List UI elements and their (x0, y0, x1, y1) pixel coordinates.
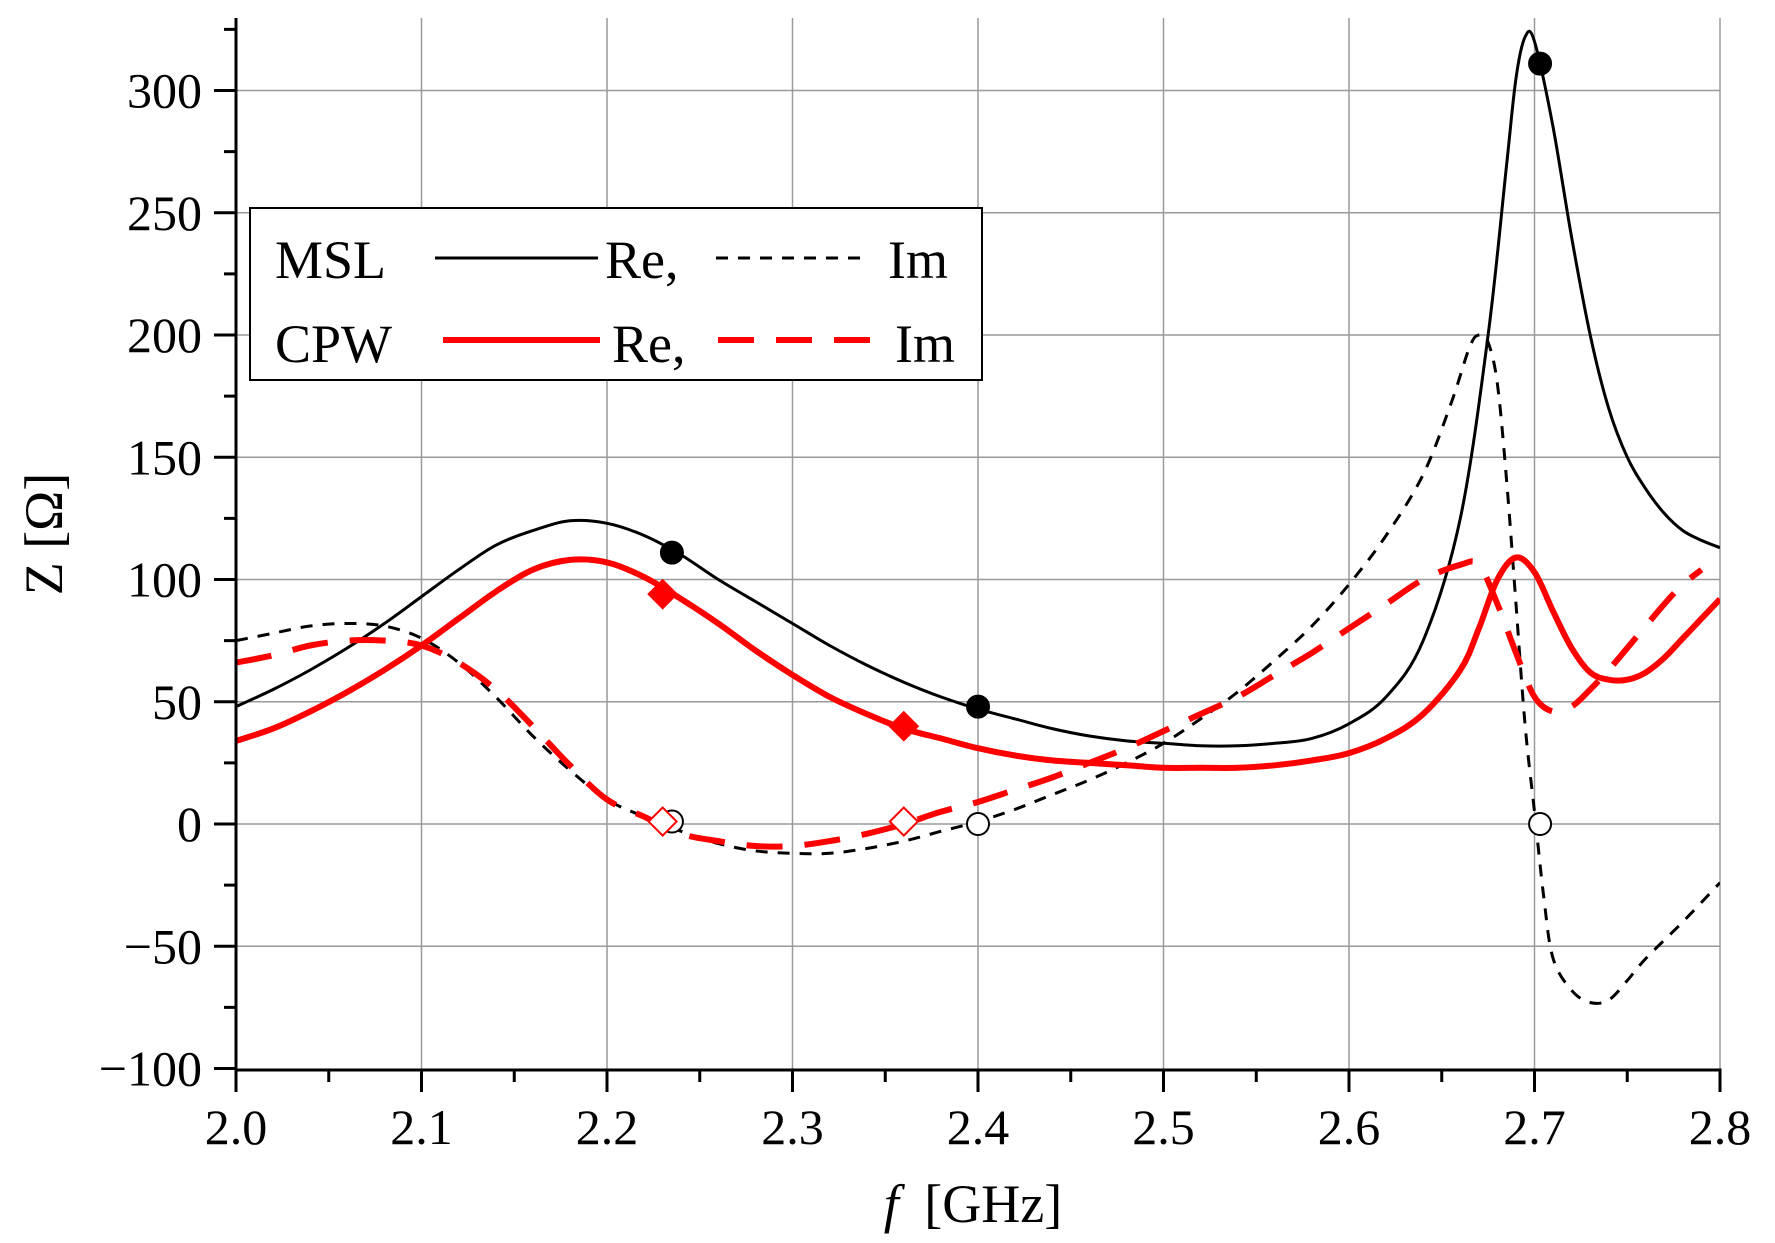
tick-labels: 2.0 2.1 2.2 2.3 2.4 2.5 2.6 2.7 2.8 −100 −50 0 50 100… (99, 63, 1751, 1156)
marker-cpw-im (647, 806, 679, 837)
data-markers (647, 51, 1553, 837)
series-lines (236, 29, 1720, 1005)
marker-msl-im (1528, 812, 1553, 836)
legend-msl-im-label: Im (888, 230, 948, 290)
x-tick-label: 2.1 (390, 1099, 453, 1155)
y-tick-label: 200 (127, 307, 202, 363)
y-tick-label: −100 (99, 1041, 202, 1097)
x-tick-label: 2.4 (947, 1099, 1010, 1155)
x-tick-label: 2.3 (761, 1099, 824, 1155)
y-tick-label: 50 (152, 674, 202, 730)
marker-cpw-re (888, 710, 920, 742)
x-tick-label: 2.2 (576, 1099, 639, 1155)
y-tick-label: 100 (127, 552, 202, 608)
grid-lines (236, 18, 1721, 1070)
marker-cpw-re (647, 578, 679, 610)
x-tick-label: 2.8 (1689, 1099, 1752, 1155)
legend-group-msl: MSL (275, 230, 386, 290)
marker-msl-re (966, 694, 990, 719)
marker-cpw-im (888, 806, 920, 837)
y-tick-label: 150 (127, 429, 202, 485)
x-tick-label: 2.6 (1318, 1099, 1381, 1155)
axes (214, 18, 1722, 1092)
legend-cpw-im-label: Im (895, 314, 955, 374)
y-axis-title: Z [Ω] (14, 473, 74, 596)
marker-msl-im (966, 812, 990, 836)
series-msl-im-line (236, 333, 1720, 1005)
series-cpw-im-line (236, 558, 1704, 850)
legend-cpw-re-label: Re, (612, 314, 686, 374)
marker-msl-re (1528, 51, 1553, 76)
y-tick-label: −50 (124, 918, 202, 974)
legend-box (249, 207, 983, 381)
x-tick-label: 2.5 (1132, 1099, 1195, 1155)
x-axis-unit: [GHz] (924, 1174, 1062, 1234)
marker-msl-re (659, 540, 684, 565)
y-tick-label: 0 (177, 796, 202, 852)
x-tick-label: 2.7 (1503, 1099, 1566, 1155)
y-tick-label: 250 (127, 185, 202, 241)
x-axis-variable: f (884, 1174, 906, 1234)
legend-group-cpw: CPW (275, 314, 392, 374)
legend: MSL Re, Im CPW Re, Im (249, 207, 983, 381)
series-cpw-re-line (236, 554, 1720, 771)
x-tick-label: 2.0 (205, 1099, 268, 1155)
series-msl-re-line (236, 29, 1720, 748)
legend-msl-re-label: Re, (605, 230, 679, 290)
y-tick-label: 300 (127, 63, 202, 119)
x-axis-title: f [GHz] (884, 1174, 1062, 1234)
